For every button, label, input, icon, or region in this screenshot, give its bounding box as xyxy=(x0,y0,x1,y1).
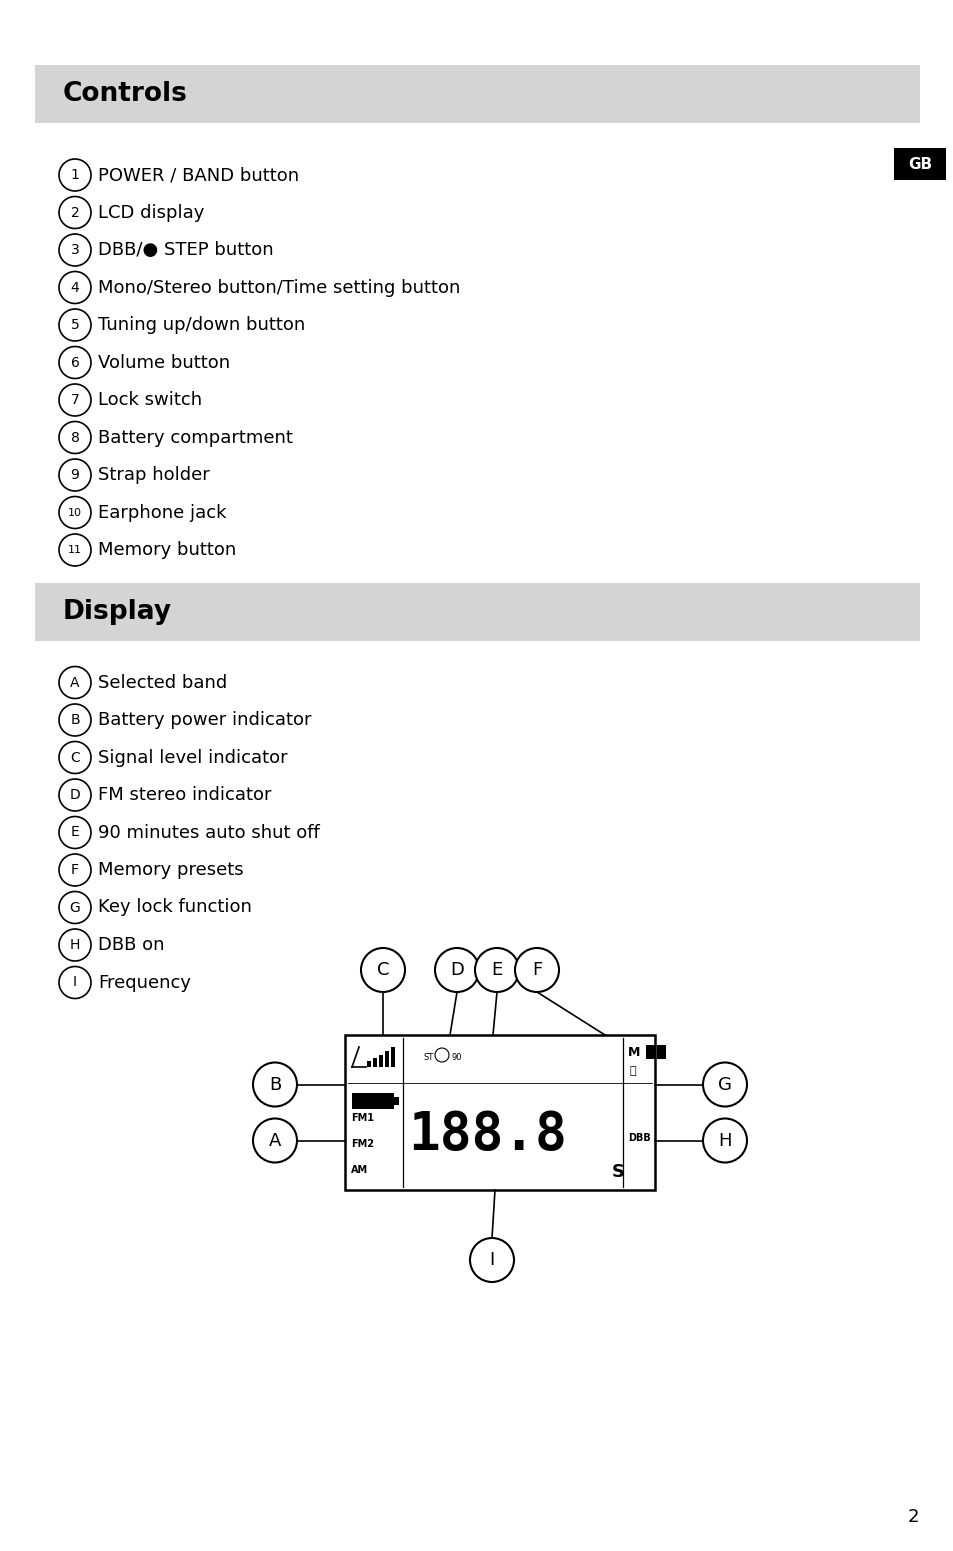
Text: 2: 2 xyxy=(71,205,79,220)
Text: DBB on: DBB on xyxy=(98,935,164,954)
Circle shape xyxy=(702,1062,746,1106)
Text: 5: 5 xyxy=(71,318,79,332)
Text: S: S xyxy=(611,1163,624,1180)
Text: E: E xyxy=(71,825,79,839)
Text: H: H xyxy=(718,1132,731,1149)
Text: Strap holder: Strap holder xyxy=(98,465,210,484)
Text: 6: 6 xyxy=(71,355,79,369)
FancyBboxPatch shape xyxy=(352,1093,394,1109)
Text: AM: AM xyxy=(351,1165,368,1176)
Text: G: G xyxy=(70,901,80,915)
FancyBboxPatch shape xyxy=(367,1061,370,1067)
FancyBboxPatch shape xyxy=(35,65,919,123)
Text: Lock switch: Lock switch xyxy=(98,391,202,409)
FancyBboxPatch shape xyxy=(378,1055,382,1067)
Text: D: D xyxy=(450,962,463,979)
Text: Volume button: Volume button xyxy=(98,354,230,372)
Text: POWER / BAND button: POWER / BAND button xyxy=(98,166,299,185)
Text: 4: 4 xyxy=(71,281,79,295)
Text: I: I xyxy=(489,1252,494,1269)
Text: 1: 1 xyxy=(71,168,79,181)
Text: FM2: FM2 xyxy=(351,1138,374,1149)
FancyBboxPatch shape xyxy=(645,1045,655,1059)
Text: H: H xyxy=(70,938,80,952)
Text: 188.8: 188.8 xyxy=(408,1109,566,1160)
Text: 11: 11 xyxy=(68,544,82,555)
Text: 90 minutes auto shut off: 90 minutes auto shut off xyxy=(98,824,319,842)
Text: ST: ST xyxy=(422,1053,433,1061)
Text: LCD display: LCD display xyxy=(98,203,204,222)
Circle shape xyxy=(470,1238,514,1283)
Text: Key lock function: Key lock function xyxy=(98,898,252,917)
Text: Mono/Stereo button/Time setting button: Mono/Stereo button/Time setting button xyxy=(98,279,460,296)
Text: Tuning up/down button: Tuning up/down button xyxy=(98,316,305,333)
Text: G: G xyxy=(718,1075,731,1093)
Text: I: I xyxy=(73,976,77,990)
Text: Selected band: Selected band xyxy=(98,673,227,692)
Text: FM1: FM1 xyxy=(351,1114,374,1123)
Text: Memory button: Memory button xyxy=(98,541,236,558)
Text: GB: GB xyxy=(907,157,931,172)
Text: Display: Display xyxy=(63,599,172,625)
FancyBboxPatch shape xyxy=(373,1058,376,1067)
Text: Frequency: Frequency xyxy=(98,974,191,991)
Text: DBB: DBB xyxy=(627,1132,650,1143)
Text: 3: 3 xyxy=(71,244,79,257)
Text: E: E xyxy=(491,962,502,979)
Text: C: C xyxy=(376,962,389,979)
Text: Earphone jack: Earphone jack xyxy=(98,504,226,521)
Text: F: F xyxy=(71,862,79,876)
Text: Signal level indicator: Signal level indicator xyxy=(98,749,287,766)
Circle shape xyxy=(360,948,405,993)
Text: A: A xyxy=(71,676,80,690)
Text: FM stereo indicator: FM stereo indicator xyxy=(98,786,272,803)
Text: A: A xyxy=(269,1132,281,1149)
Text: M: M xyxy=(627,1047,639,1059)
Text: Battery power indicator: Battery power indicator xyxy=(98,710,312,729)
FancyBboxPatch shape xyxy=(657,1045,665,1059)
Text: 7: 7 xyxy=(71,392,79,406)
Circle shape xyxy=(253,1062,296,1106)
Text: DBB/● STEP button: DBB/● STEP button xyxy=(98,240,274,259)
Text: B: B xyxy=(269,1075,281,1093)
Text: 90: 90 xyxy=(451,1053,461,1061)
Text: Battery compartment: Battery compartment xyxy=(98,428,293,447)
Text: 9: 9 xyxy=(71,468,79,482)
Circle shape xyxy=(435,948,478,993)
Text: Memory presets: Memory presets xyxy=(98,861,243,879)
FancyBboxPatch shape xyxy=(385,1052,388,1067)
FancyBboxPatch shape xyxy=(391,1047,395,1067)
Text: B: B xyxy=(71,713,80,727)
Text: C: C xyxy=(71,751,80,765)
Circle shape xyxy=(475,948,518,993)
Text: ⚿: ⚿ xyxy=(629,1066,636,1076)
Circle shape xyxy=(253,1118,296,1163)
Text: 8: 8 xyxy=(71,431,79,445)
Circle shape xyxy=(702,1118,746,1163)
Text: 2: 2 xyxy=(906,1508,918,1526)
Text: Controls: Controls xyxy=(63,81,188,107)
Text: D: D xyxy=(70,788,80,802)
FancyBboxPatch shape xyxy=(35,583,919,641)
FancyBboxPatch shape xyxy=(394,1097,398,1104)
Text: 10: 10 xyxy=(68,507,82,518)
Text: F: F xyxy=(532,962,541,979)
FancyBboxPatch shape xyxy=(345,1035,655,1190)
Circle shape xyxy=(515,948,558,993)
FancyBboxPatch shape xyxy=(893,147,945,180)
